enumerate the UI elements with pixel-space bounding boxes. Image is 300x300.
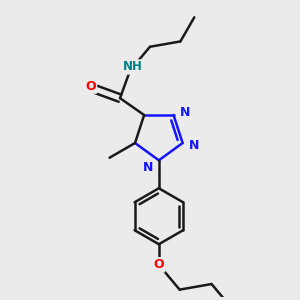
Text: N: N <box>143 161 154 174</box>
Text: N: N <box>179 106 190 118</box>
Text: N: N <box>189 140 199 152</box>
Text: NH: NH <box>123 60 143 74</box>
Text: O: O <box>154 258 164 271</box>
Text: O: O <box>85 80 96 93</box>
